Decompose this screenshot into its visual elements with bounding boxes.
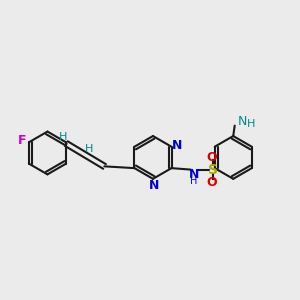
Text: H: H [247,118,255,128]
Text: F: F [18,134,27,147]
Text: N: N [172,139,183,152]
Text: N: N [238,115,247,128]
Text: O: O [206,176,217,189]
Text: S: S [208,163,218,177]
Text: H: H [190,176,197,186]
Text: H: H [85,143,94,154]
Text: N: N [189,169,199,182]
Text: N: N [149,179,160,192]
Text: O: O [206,151,217,164]
Text: H: H [59,132,67,142]
